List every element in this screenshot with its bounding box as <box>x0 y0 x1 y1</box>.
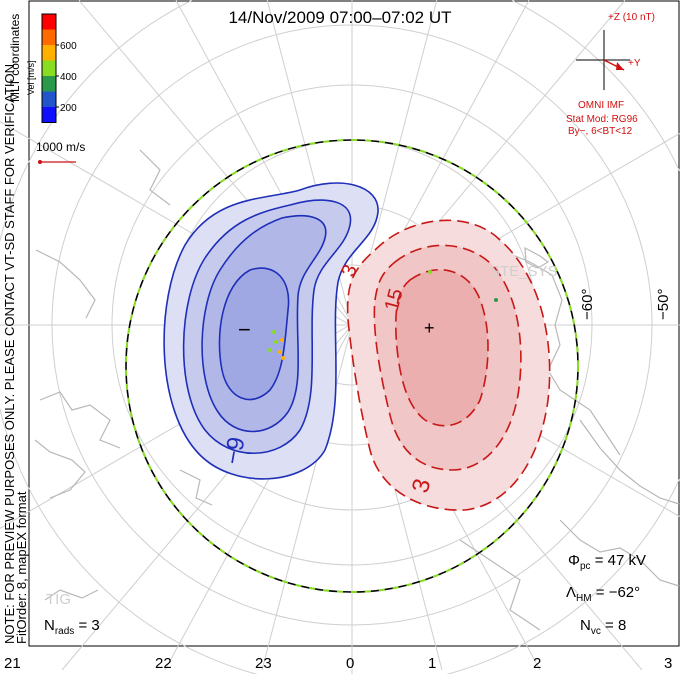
coastline <box>459 539 541 631</box>
nvc-subscript: vc <box>590 626 601 637</box>
colorbar-segment <box>42 107 56 123</box>
colorbar-segment <box>42 45 56 61</box>
coastline <box>559 519 680 587</box>
hm-boundary-green <box>125 139 579 593</box>
negative-potential-cell <box>163 182 379 480</box>
potential-max-marker: + <box>424 318 435 338</box>
vector-dot <box>281 356 285 360</box>
imf-clock <box>576 30 630 90</box>
coastline <box>34 439 86 499</box>
imf-y-label: +Y <box>628 58 641 69</box>
colorbar-tick-label: 200 <box>60 103 77 114</box>
vector-dot <box>268 348 272 352</box>
phi-subscript: pc <box>579 561 591 572</box>
negative-contour-inner <box>218 267 290 401</box>
lat-label-50: −50° <box>655 289 672 320</box>
mlt-label-0: 0 <box>346 655 355 672</box>
nrads-subscript: rads <box>54 626 75 637</box>
ste-sys-watermark: STE_SYS <box>490 263 558 280</box>
positive-contour-inner <box>395 268 489 427</box>
potential-min-marker: − <box>238 317 251 342</box>
colorbar-tick-label: 600 <box>60 41 77 52</box>
map-title: 14/Nov/2009 07:00–07:02 UT <box>228 8 452 27</box>
plot-frame <box>28 0 680 647</box>
nvc-value: = 8 <box>605 617 627 634</box>
vector-dot <box>494 298 498 302</box>
lat-label-60: −60° <box>579 289 596 320</box>
colorbar-segment <box>42 76 56 92</box>
vector-dot <box>278 350 282 354</box>
positive-potential-cell <box>346 219 551 511</box>
phi-symbol: Φ <box>568 552 580 569</box>
velocity-colorbar: 600 400 200 <box>41 13 77 123</box>
colorbar-label: Vel [m/s] <box>26 60 36 95</box>
imf-model-line1: Stat Mod: RG96 <box>566 114 638 125</box>
mlt-label-1: 1 <box>428 655 437 672</box>
lambda-value: = −62° <box>595 584 641 601</box>
mlt-label-23: 23 <box>255 655 272 672</box>
vector-dot <box>274 340 278 344</box>
coastline <box>579 419 680 505</box>
fit-order-note: FitOrder: 8, mapEX format <box>14 491 29 644</box>
coastline <box>44 589 99 601</box>
hm-latitude: ΛHM = −62° <box>566 584 640 604</box>
vector-scale-label: 1000 m/s <box>36 140 85 154</box>
nrads-symbol: N <box>44 617 55 634</box>
imf-source-label: OMNI IMF <box>578 100 625 111</box>
vector-dot <box>272 330 276 334</box>
coastline <box>469 239 621 456</box>
n-vc: Nvc = 8 <box>580 617 626 637</box>
hm-boundary <box>125 139 579 593</box>
coastline <box>524 246 550 269</box>
colorbar-segment <box>42 14 56 30</box>
n-rads: Nrads = 3 <box>44 617 100 637</box>
contour-label-pos1: 3 <box>337 262 361 280</box>
coastline <box>39 391 121 449</box>
coastline <box>139 149 171 206</box>
coastline <box>35 249 96 319</box>
station-label: TIG <box>46 591 71 608</box>
coastline <box>179 469 213 506</box>
colorbar-segment <box>42 60 56 76</box>
vector-dot <box>280 338 284 342</box>
velocity-vectors <box>268 270 498 360</box>
nrads-value: = 3 <box>78 617 100 634</box>
imf-arrowhead <box>616 62 624 70</box>
vector-scale-dot <box>38 160 42 164</box>
cross-polar-potential: Φpc = 47 kV <box>568 552 646 572</box>
colorbar-segment <box>42 29 56 45</box>
phi-value: = 47 kV <box>594 552 646 569</box>
mlt-label-2: 2 <box>533 655 542 672</box>
colorbar-tick-label: 400 <box>60 72 77 83</box>
lambda-subscript: HM <box>576 593 592 604</box>
contour-label-neg: −9 <box>219 435 250 467</box>
nvc-symbol: N <box>580 617 591 634</box>
mlt-label-3: 3 <box>664 655 673 672</box>
coastlines <box>34 149 680 631</box>
colorbar-segment <box>42 91 56 107</box>
vector-dot <box>428 270 432 274</box>
imf-z-label: +Z (10 nT) <box>608 12 655 23</box>
mlt-label-21: 21 <box>4 655 21 672</box>
mlt-label-22: 22 <box>155 655 172 672</box>
lambda-symbol: Λ <box>566 584 577 601</box>
imf-model-line2: By−, 6<BT<12 <box>568 126 633 137</box>
colorbar-frame <box>41 13 57 123</box>
